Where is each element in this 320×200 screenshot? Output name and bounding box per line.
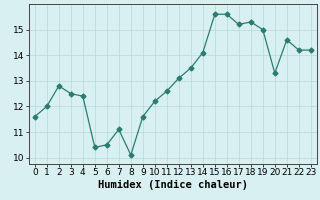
- X-axis label: Humidex (Indice chaleur): Humidex (Indice chaleur): [98, 180, 248, 190]
